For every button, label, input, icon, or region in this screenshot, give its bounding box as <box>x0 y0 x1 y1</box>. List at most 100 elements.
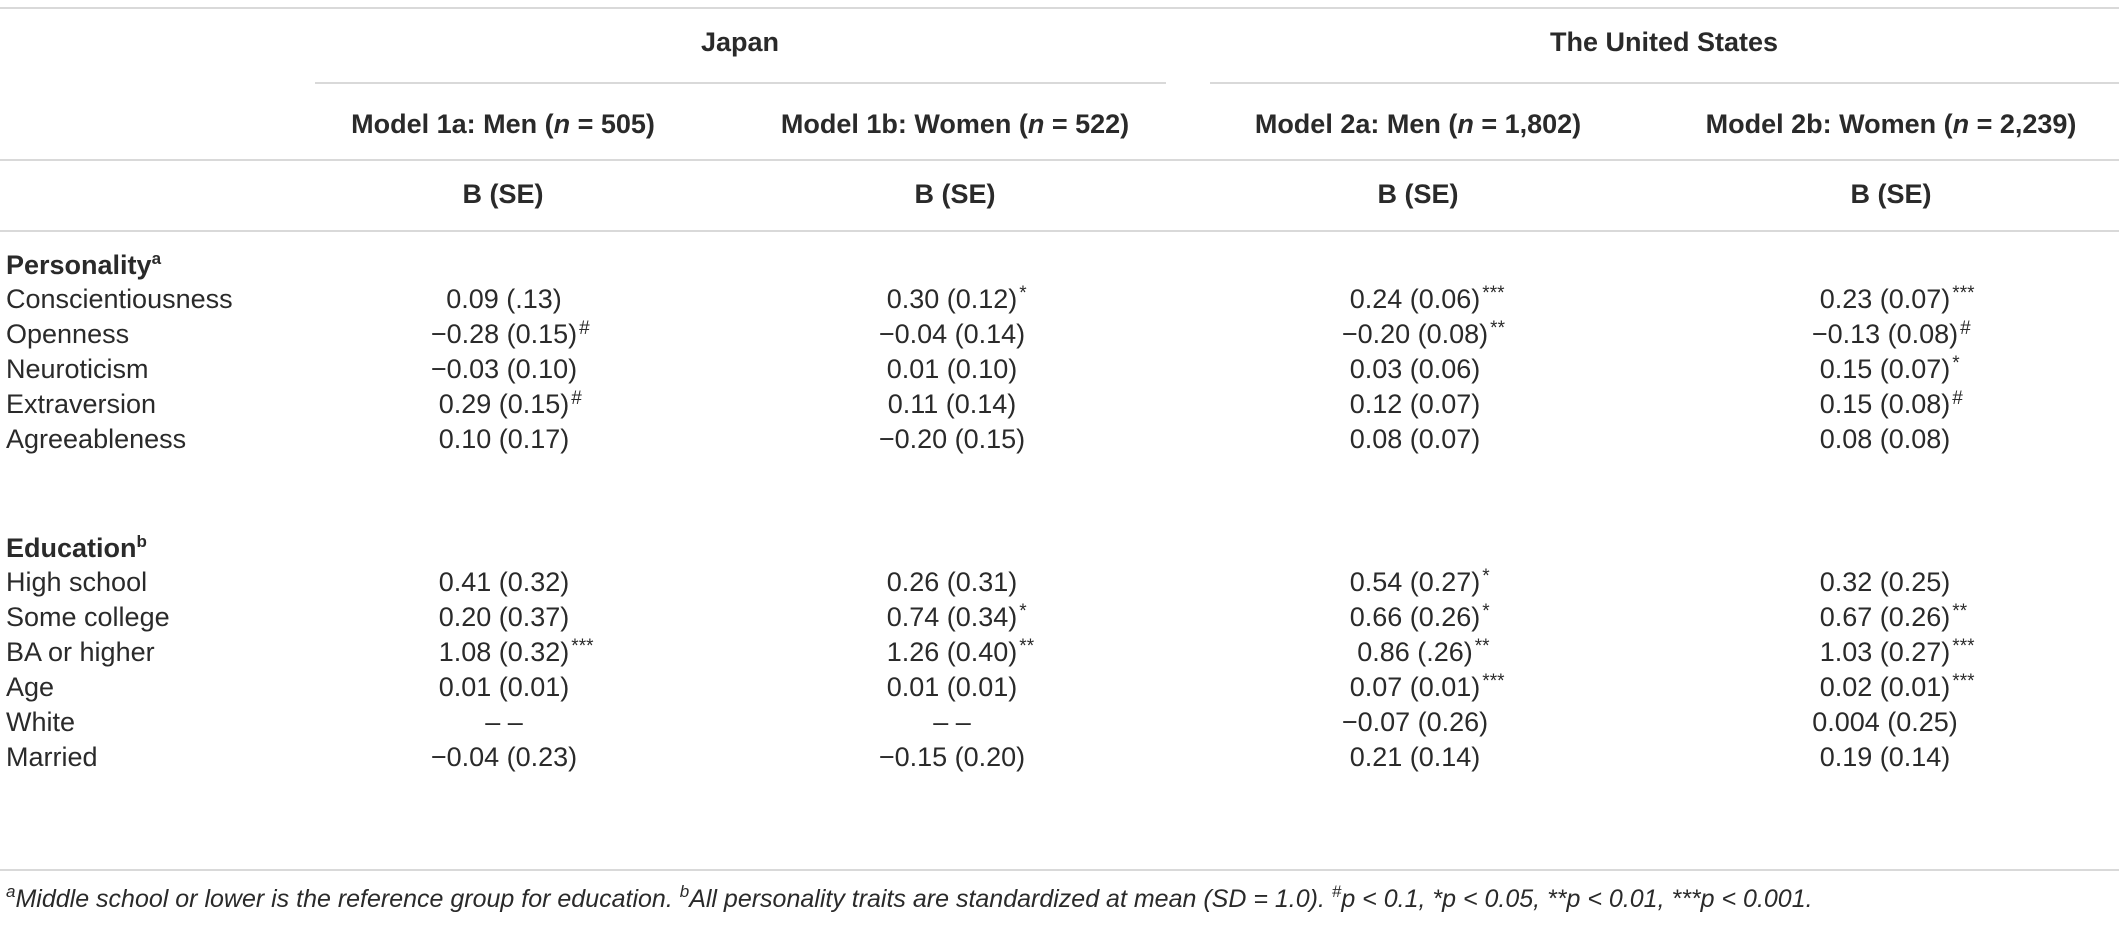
cell-value: 0.15 (0.08) <box>1819 389 1951 419</box>
table-cell: 0.67 (0.26) ** <box>1820 600 2016 634</box>
cell-value: 0.10 (0.17) <box>438 424 570 454</box>
cell-value: −0.04 (0.14) <box>878 319 1026 349</box>
table-cell: 0.15 (0.07) * <box>1820 352 2016 386</box>
cell-value: 0.30 (0.12) <box>886 284 1018 314</box>
table-cell: −0.28 (0.15) # <box>431 317 650 351</box>
stat-header-rule <box>0 230 2119 232</box>
cell-value: – – <box>933 707 971 737</box>
cell-value: −0.03 (0.10) <box>430 354 578 384</box>
table-cell: 0.12 (0.07) <box>1350 387 1546 421</box>
table-cell: −0.20 (0.08) ** <box>1342 317 1561 351</box>
cell-value: −0.04 (0.23) <box>430 742 578 772</box>
cell-value: 0.29 (0.15) <box>438 389 570 419</box>
table-cell: −0.03 (0.10) <box>431 352 650 386</box>
cell-value: 0.26 (0.31) <box>886 567 1018 597</box>
table-cell: −0.20 (0.15) <box>879 422 1098 456</box>
row-label: Agreeableness <box>6 424 187 454</box>
cell-value: 0.07 (0.01) <box>1349 672 1481 702</box>
row-label: Some college <box>6 602 170 632</box>
significance-marker: ** <box>1952 601 1968 622</box>
table-top-rule <box>0 7 2119 9</box>
table-cell: 0.74 (0.34) * <box>887 600 1083 634</box>
table-cell: −0.13 (0.08) # <box>1812 317 2031 351</box>
cell-value: 1.03 (0.27) <box>1819 637 1951 667</box>
table-cell: 0.08 (0.07) <box>1350 422 1546 456</box>
table-cell: −0.04 (0.14) <box>879 317 1098 351</box>
table-cell: 0.24 (0.06) *** <box>1350 282 1546 316</box>
significance-marker: * <box>1952 353 1960 374</box>
model-header-2b: Model 2b: Women (n = 2,239) <box>1705 109 2077 139</box>
significance-marker: *** <box>571 636 594 657</box>
cell-value: −0.28 (0.15) <box>430 319 578 349</box>
table-cell: 0.66 (0.26) * <box>1350 600 1546 634</box>
table-cell: 0.02 (0.01) *** <box>1820 670 2016 704</box>
cell-value: 0.01 (0.10) <box>886 354 1018 384</box>
table-cell: 0.21 (0.14) <box>1350 740 1546 774</box>
cell-value: 0.67 (0.26) <box>1819 602 1951 632</box>
us-group-rule <box>1210 82 2119 84</box>
stat-header-1a: B (SE) <box>462 179 544 209</box>
significance-marker: * <box>1019 601 1027 622</box>
model-header-1b: Model 1b: Women (n = 522) <box>780 109 1130 139</box>
cell-value: 0.01 (0.01) <box>438 672 570 702</box>
table-cell: −0.07 (0.26) <box>1342 705 1561 739</box>
model-header-2a: Model 2a: Men (n = 1,802) <box>1254 109 1582 139</box>
significance-marker: * <box>1019 283 1027 304</box>
stat-header-1b: B (SE) <box>914 179 996 209</box>
cell-value: 0.24 (0.06) <box>1349 284 1481 314</box>
cell-value: 0.66 (0.26) <box>1349 602 1481 632</box>
significance-marker: # <box>1960 318 1971 339</box>
significance-marker: *** <box>1952 671 1975 692</box>
header-rule <box>0 159 2119 161</box>
japan-group-rule <box>315 82 1166 84</box>
significance-marker: * <box>1482 566 1490 587</box>
cell-value: 0.004 (0.25) <box>1812 707 1958 737</box>
significance-marker: ** <box>1474 636 1490 657</box>
table-cell: 0.09 (.13) <box>446 282 620 316</box>
cell-value: 0.74 (0.34) <box>886 602 1018 632</box>
table-cell: −0.15 (0.20) <box>879 740 1098 774</box>
cell-value: 0.11 (0.14) <box>887 389 1017 419</box>
table-footnote: aMiddle school or lower is the reference… <box>6 882 1813 913</box>
row-label: Openness <box>6 319 130 349</box>
cell-value: 0.12 (0.07) <box>1349 389 1481 419</box>
table-cell: 0.23 (0.07) *** <box>1820 282 2016 316</box>
group-header-japan: Japan <box>700 27 780 57</box>
model-header-1a: Model 1a: Men (n = 505) <box>351 109 655 139</box>
table-cell: 0.01 (0.01) <box>887 670 1083 704</box>
significance-marker: ** <box>1019 636 1035 657</box>
cell-value: 0.20 (0.37) <box>438 602 570 632</box>
table-cell: 0.11 (0.14) <box>888 387 1081 421</box>
significance-marker: # <box>579 318 590 339</box>
cell-value: −0.13 (0.08) <box>1811 319 1959 349</box>
cell-value: −0.20 (0.15) <box>878 424 1026 454</box>
cell-value: 0.08 (0.08) <box>1819 424 1951 454</box>
table-cell: 0.41 (0.32) <box>439 565 635 599</box>
row-label: Married <box>6 742 98 772</box>
table-cell: 0.30 (0.12) * <box>887 282 1083 316</box>
significance-marker: # <box>1952 388 1963 409</box>
section-personality: Personalitya <box>6 249 162 280</box>
table-cell: 0.01 (0.10) <box>887 352 1083 386</box>
significance-marker: *** <box>1482 283 1505 304</box>
cell-value: 0.54 (0.27) <box>1349 567 1481 597</box>
table-cell: – – <box>933 705 990 739</box>
table-cell: 0.29 (0.15) # <box>439 387 635 421</box>
significance-marker: *** <box>1952 283 1975 304</box>
table-cell: 0.10 (0.17) <box>439 422 635 456</box>
stat-header-2a: B (SE) <box>1377 179 1459 209</box>
cell-value: 0.08 (0.07) <box>1349 424 1481 454</box>
group-header-us: The United States <box>1549 27 1779 57</box>
table-cell: 0.01 (0.01) <box>439 670 635 704</box>
cell-value: 0.15 (0.07) <box>1819 354 1951 384</box>
cell-value: −0.20 (0.08) <box>1341 319 1489 349</box>
table-cell: – – <box>485 705 542 739</box>
cell-value: 0.03 (0.06) <box>1349 354 1481 384</box>
cell-value: 1.08 (0.32) <box>438 637 570 667</box>
stat-header-2b: B (SE) <box>1850 179 1932 209</box>
table-cell: 0.15 (0.08) # <box>1820 387 2016 421</box>
cell-value: 0.41 (0.32) <box>438 567 570 597</box>
cell-value: – – <box>485 707 523 737</box>
significance-marker: * <box>1482 601 1490 622</box>
table-cell: 0.03 (0.06) <box>1350 352 1546 386</box>
